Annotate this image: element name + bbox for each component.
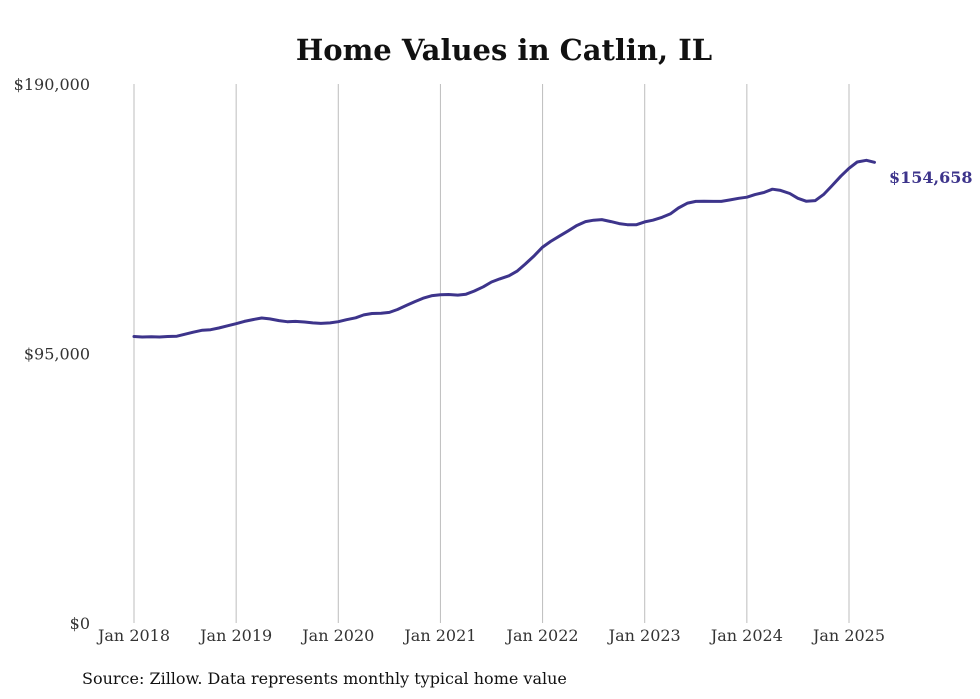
y-tick-label: $190,000 xyxy=(14,75,90,94)
home-value-series-line xyxy=(132,158,876,339)
y-axis-tick-labels: $0 $95,000 $190,000 xyxy=(14,75,90,633)
y-tick-label: $95,000 xyxy=(24,345,90,364)
chart-title: Home Values in Catlin, IL xyxy=(296,33,712,67)
latest-value-label: $154,658 xyxy=(889,168,973,187)
x-tick-label: Jan 2024 xyxy=(709,626,783,645)
x-tick-label: Jan 2023 xyxy=(607,626,681,645)
x-tick-label: Jan 2018 xyxy=(96,626,170,645)
y-tick-label: $0 xyxy=(70,614,90,633)
x-tick-label: Jan 2019 xyxy=(198,626,272,645)
vertical-gridlines xyxy=(133,84,850,623)
source-note: Source: Zillow. Data represents monthly … xyxy=(82,669,567,688)
x-tick-label: Jan 2025 xyxy=(811,626,885,645)
x-axis-tick-labels: Jan 2018 Jan 2019 Jan 2020 Jan 2021 Jan 2022… xyxy=(96,626,885,645)
x-tick-label: Jan 2022 xyxy=(505,626,579,645)
x-tick-label: Jan 2020 xyxy=(300,626,374,645)
x-tick-label: Jan 2021 xyxy=(402,626,476,645)
